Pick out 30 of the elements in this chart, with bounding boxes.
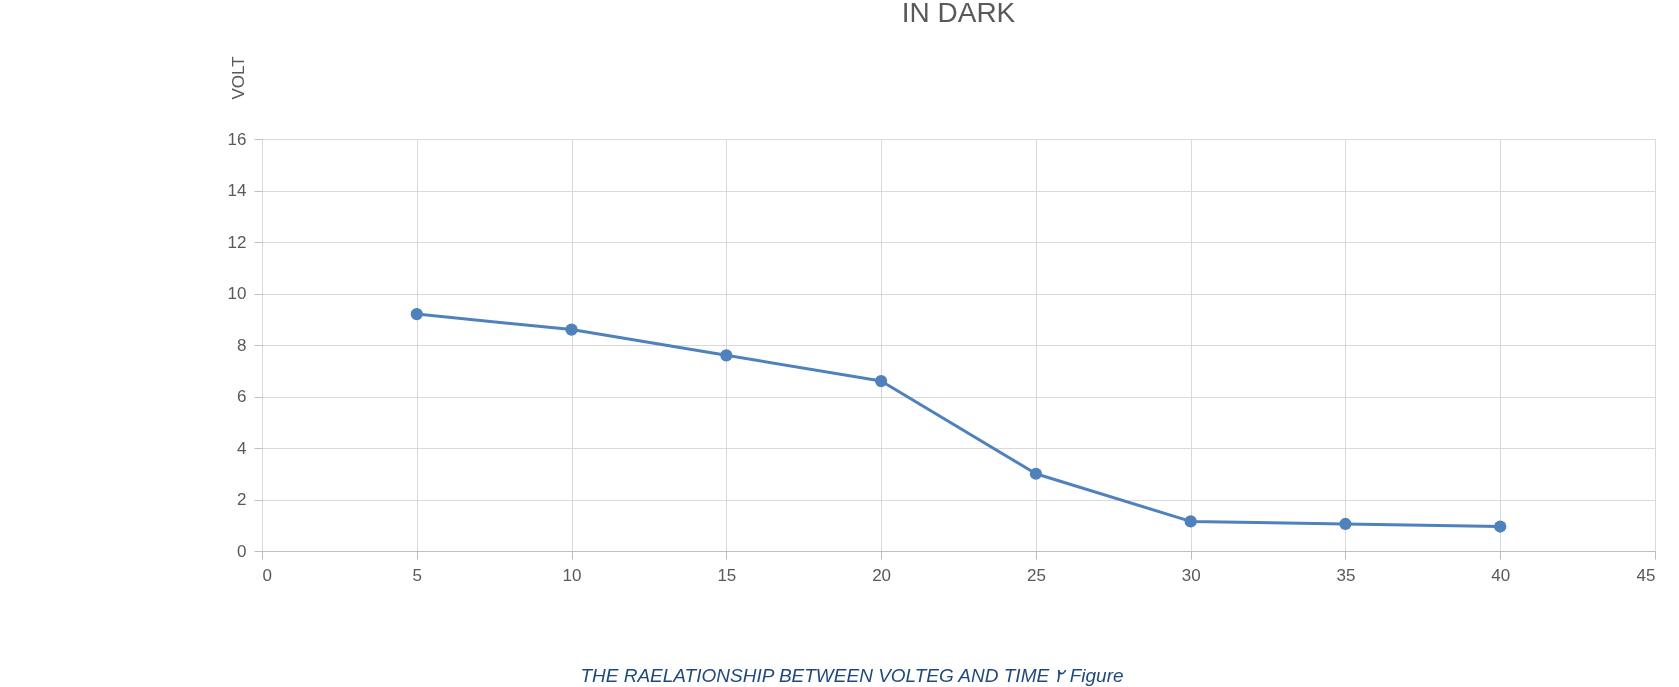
x-tick-label: 15 xyxy=(717,565,737,585)
x-tick-label: 5 xyxy=(412,565,423,585)
y-tick-label: 4 xyxy=(237,438,247,458)
text: THE RAELATIONSHIP BETWEEN VOLTEG AND TIME ٢ Figure xyxy=(580,665,1124,686)
x-tick-label: 30 xyxy=(1181,565,1201,585)
y-tick-label: 8 xyxy=(237,335,247,355)
y-tick-label: 10 xyxy=(227,284,247,303)
x-tick-label: 35 xyxy=(1336,565,1356,585)
x-tick-label: 10 xyxy=(562,565,582,585)
x-tick-label: 20 xyxy=(872,565,892,585)
x-tick-label: 45 xyxy=(1636,565,1656,585)
point xyxy=(1184,515,1197,528)
point xyxy=(1339,517,1352,531)
y-tick-label: 2 xyxy=(237,490,247,509)
y-tick-label: 14 xyxy=(227,181,247,200)
x-tick-label: 25 xyxy=(1026,565,1046,585)
y-tick-label: 6 xyxy=(237,387,247,406)
point xyxy=(410,307,423,321)
point xyxy=(720,349,733,362)
point xyxy=(874,374,888,388)
x-tick-label: 0 xyxy=(262,565,272,585)
x-tick-label: 40 xyxy=(1491,565,1511,585)
y-tick-label: 0 xyxy=(237,541,247,561)
y-tick-label: 16 xyxy=(227,129,247,149)
y-tick-label: 12 xyxy=(227,232,247,252)
chart-title: IN DARK xyxy=(901,0,1016,28)
point xyxy=(1029,467,1043,480)
point xyxy=(1494,520,1507,533)
point xyxy=(565,323,578,336)
y-axis-title: VOLT xyxy=(228,56,248,100)
